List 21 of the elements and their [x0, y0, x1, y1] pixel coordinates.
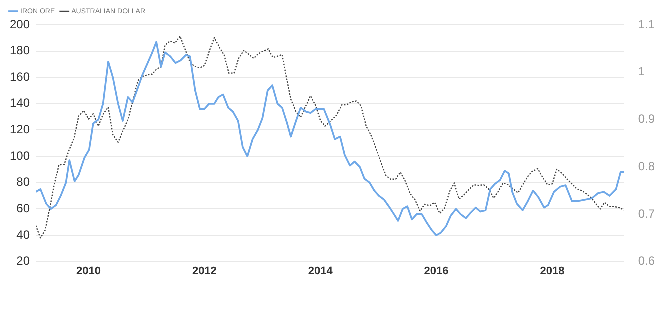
y-tick-label: 120: [10, 122, 30, 137]
y-tick-label: 60: [16, 201, 30, 216]
y2-tick-label: 0.7: [638, 206, 656, 221]
y-tick-label: 100: [10, 148, 30, 163]
y-tick-label: 40: [16, 228, 30, 242]
x-tick-label: 2010: [76, 265, 102, 278]
x-tick-label: 2012: [192, 265, 217, 278]
y-tick-label: 160: [10, 70, 30, 84]
y2-tick-label: 0.9: [638, 112, 656, 126]
y-tick-label: 180: [10, 44, 30, 58]
y-tick-label: 200: [10, 17, 30, 32]
y2-tick-label: 1.1: [638, 17, 656, 32]
y-tick-label: 80: [16, 175, 30, 190]
x-tick-label: 2018: [540, 265, 565, 278]
y-tick-label: 20: [16, 254, 30, 268]
x-tick-label: 2014: [308, 265, 334, 278]
y2-tick-label: 0.8: [638, 159, 656, 174]
y2-tick-label: 0.6: [638, 254, 656, 268]
x-tick-label: 2016: [424, 265, 449, 278]
y2-tick-label: 1: [638, 64, 646, 79]
y-tick-label: 140: [10, 96, 30, 110]
